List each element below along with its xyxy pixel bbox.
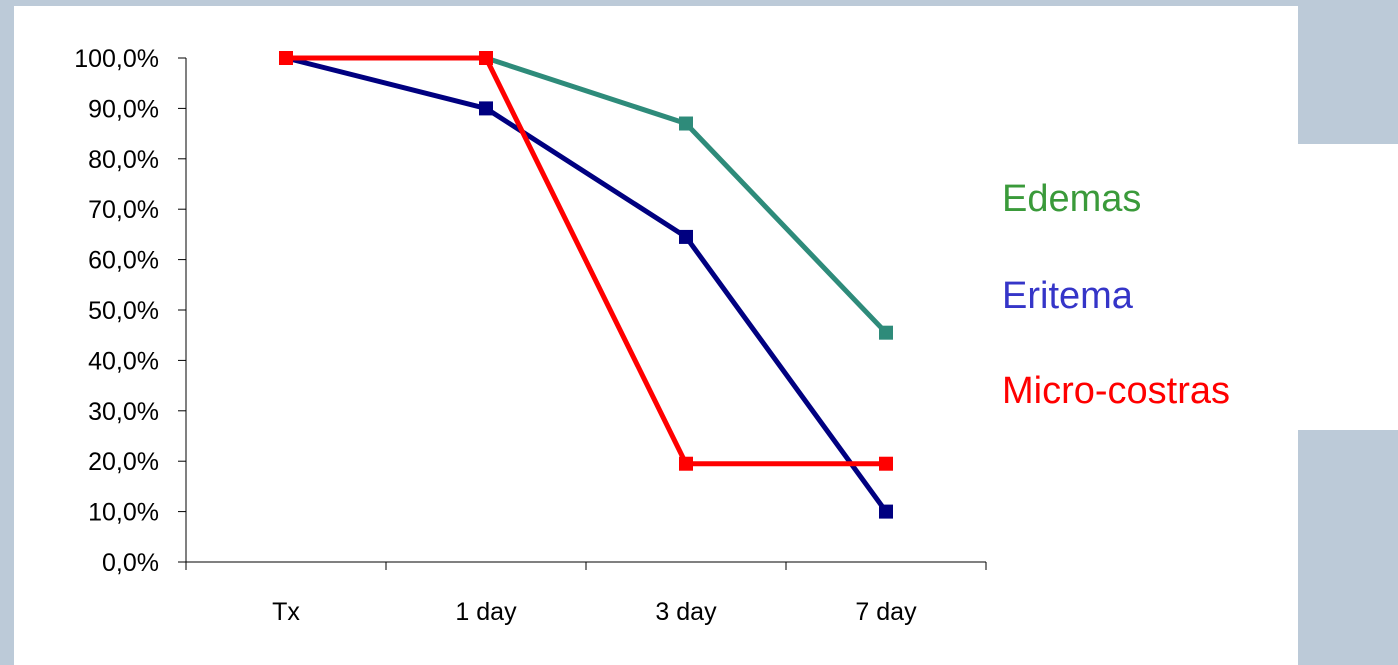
y-tick-label: 90,0% [88,95,159,123]
data-point-micro-costras [679,456,693,471]
y-tick-label: 40,0% [88,347,159,375]
y-tick-label: 60,0% [88,247,159,275]
series-line-edemas [283,55,889,336]
y-tick-label: 100,0% [74,45,159,73]
y-tick-label: 0,0% [102,549,159,577]
legend-label-edemas: Edemas [1002,178,1142,220]
y-tick-label: 80,0% [88,146,159,174]
data-point-eritema [879,504,893,519]
legend-label-micro-costras: Micro-costras [1002,370,1231,412]
data-point-micro-costras [479,51,493,65]
series-line-eritema [283,55,889,515]
x-tick-label: 3 day [655,598,717,626]
data-point-edemas [679,116,693,131]
y-tick-label: 70,0% [88,196,159,224]
data-point-micro-costras [879,456,893,471]
y-tick-label: 20,0% [88,448,159,476]
data-point-eritema [479,101,493,116]
series-line-micro-costras [283,55,889,467]
data-point-eritema [679,229,693,244]
y-tick-label: 30,0% [88,398,159,426]
x-tick-label: Tx [272,598,300,626]
y-tick-label: 10,0% [88,499,159,527]
x-tick-label: 7 day [855,598,917,626]
y-tick-label: 50,0% [88,297,159,325]
data-point-edemas [879,325,893,340]
legend-label-eritema: Eritema [1002,275,1133,317]
x-tick-label: 1 day [455,598,517,626]
legend-panel [1298,144,1398,430]
data-point-micro-costras [279,51,293,65]
